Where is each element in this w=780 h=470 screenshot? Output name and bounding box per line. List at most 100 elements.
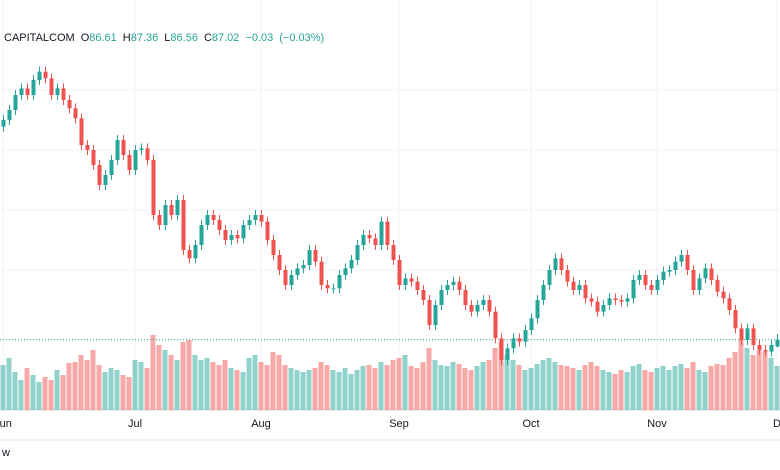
candle-body bbox=[271, 240, 276, 255]
candle-body bbox=[91, 150, 96, 165]
candle-body bbox=[745, 328, 750, 340]
legend-value: 87.36 bbox=[130, 32, 159, 44]
volume-bar bbox=[156, 345, 162, 410]
candle-body bbox=[481, 300, 486, 305]
candle-body bbox=[691, 270, 696, 290]
volume-bar bbox=[582, 365, 588, 410]
x-tick-label: Jul bbox=[128, 418, 142, 430]
volume-bar bbox=[726, 358, 732, 410]
volume-bar bbox=[306, 370, 312, 410]
candle-body bbox=[325, 285, 330, 289]
volume-bar bbox=[294, 370, 300, 410]
candle-body bbox=[121, 140, 126, 155]
change: −0.03 bbox=[245, 32, 274, 44]
candle-body bbox=[103, 175, 108, 185]
volume-bar bbox=[330, 370, 336, 410]
candle-body bbox=[409, 278, 414, 282]
candle-body bbox=[697, 278, 702, 290]
volume-bar bbox=[420, 362, 426, 410]
candle-body bbox=[193, 245, 198, 259]
candle-body bbox=[277, 255, 282, 270]
candle-body bbox=[517, 338, 522, 342]
candle-body bbox=[343, 268, 348, 275]
volume-bar bbox=[210, 362, 216, 410]
volume-bar bbox=[120, 375, 126, 410]
volume-bar bbox=[0, 365, 6, 410]
volume-bar bbox=[312, 368, 318, 410]
volume-bar bbox=[162, 350, 168, 410]
volume-bar bbox=[30, 375, 36, 410]
candle-body bbox=[553, 258, 558, 270]
candle-body bbox=[721, 291, 726, 299]
volume-bar bbox=[456, 364, 462, 410]
candle-body bbox=[13, 95, 18, 110]
candle-body bbox=[541, 285, 546, 300]
candle-body bbox=[709, 268, 714, 280]
legend-header: CAPITALCOM O86.61 H87.36 L86.56 C87.02 −0.03 (… bbox=[4, 32, 324, 44]
volume-bar bbox=[522, 370, 528, 410]
candle-body bbox=[313, 250, 318, 262]
volume-bar bbox=[606, 372, 612, 410]
volume-bar bbox=[354, 370, 360, 410]
legend-value: 86.61 bbox=[89, 32, 117, 44]
volume-bar bbox=[60, 375, 66, 410]
volume-bar bbox=[258, 362, 264, 410]
candle-body bbox=[235, 235, 240, 239]
volume-bar bbox=[708, 366, 714, 410]
candle-body bbox=[175, 200, 180, 215]
volume-bar bbox=[216, 365, 222, 410]
candle-body bbox=[187, 250, 192, 259]
candle-body bbox=[667, 270, 672, 272]
candle-body bbox=[109, 160, 114, 175]
volume-bar bbox=[510, 360, 516, 410]
volume-bar bbox=[576, 370, 582, 410]
legend-value: 87.02 bbox=[211, 32, 240, 44]
volume-bar bbox=[690, 362, 696, 410]
volume-bar bbox=[246, 358, 252, 410]
legend-key: O bbox=[80, 32, 90, 44]
volume-bar bbox=[174, 360, 180, 410]
x-tick-label: Nov bbox=[647, 418, 667, 430]
candle-body bbox=[301, 265, 306, 269]
candle-body bbox=[259, 215, 264, 222]
volume-bar bbox=[678, 364, 684, 410]
candle-body bbox=[157, 215, 162, 225]
candle-body bbox=[43, 71, 48, 79]
candle-body bbox=[169, 205, 174, 215]
candle-body bbox=[565, 270, 570, 282]
candle-body bbox=[643, 275, 648, 285]
candle-body bbox=[601, 305, 606, 312]
symbol: CAPITALCOM bbox=[4, 32, 75, 44]
volume-bar bbox=[54, 370, 60, 410]
candle-body bbox=[31, 80, 36, 95]
volume-bar bbox=[384, 365, 390, 410]
candle-body bbox=[145, 148, 150, 160]
volume-bar bbox=[744, 348, 750, 410]
volume-bar bbox=[300, 372, 306, 410]
candle-body bbox=[499, 338, 504, 360]
candle-body bbox=[247, 220, 252, 225]
volume-bar bbox=[12, 372, 18, 410]
volume-bar bbox=[774, 366, 780, 410]
volume-bar bbox=[546, 358, 552, 410]
candle-body bbox=[85, 145, 90, 150]
volume-bar bbox=[696, 370, 702, 410]
volume-bar bbox=[720, 365, 726, 410]
candle-body bbox=[505, 348, 510, 360]
candle-body bbox=[295, 268, 300, 275]
candle-body bbox=[241, 225, 246, 239]
volume-bar bbox=[528, 368, 534, 410]
candle-body bbox=[655, 280, 660, 290]
candle-body bbox=[427, 300, 432, 325]
volume-bar bbox=[72, 362, 78, 410]
candle-body bbox=[61, 88, 66, 100]
volume-bar bbox=[462, 368, 468, 410]
volume-bar bbox=[114, 370, 120, 410]
candle-body bbox=[421, 290, 426, 300]
candle-body bbox=[733, 310, 738, 329]
candle-body bbox=[319, 261, 324, 285]
volume-bar bbox=[126, 377, 132, 410]
volume-bar bbox=[198, 360, 204, 410]
